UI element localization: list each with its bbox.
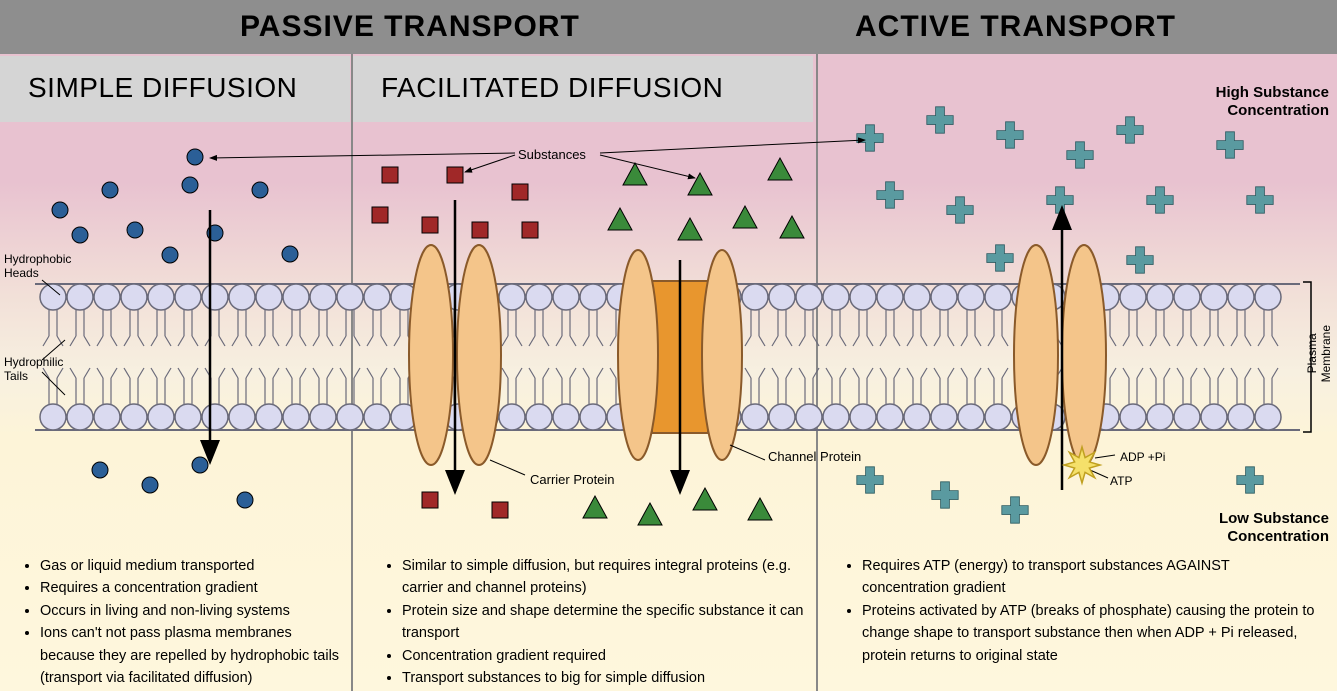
bullet-item: Requires ATP (energy) to transport subst… (862, 555, 1320, 600)
adp-label: ADP +Pi (1120, 450, 1165, 464)
bullet-item: Ions can't not pass plasma membranes bec… (40, 622, 348, 689)
bullets-active: Requires ATP (energy) to transport subst… (840, 555, 1320, 667)
bullets-facilitated: Similar to simple diffusion, but require… (380, 555, 810, 690)
channel-protein-label: Channel Protein (768, 450, 861, 464)
bullet-item: Similar to simple diffusion, but require… (402, 555, 810, 600)
atp-burst (1064, 447, 1100, 483)
bullet-item: Occurs in living and non-living systems (40, 600, 348, 622)
bullet-item: Proteins activated by ATP (breaks of pho… (862, 600, 1320, 667)
bullet-item: Gas or liquid medium transported (40, 555, 348, 577)
atp-label: ATP (1110, 474, 1132, 488)
carrier-protein-label: Carrier Protein (530, 472, 615, 487)
pointer-arrows (42, 140, 1115, 478)
proteins (409, 245, 1106, 465)
brackets (1303, 282, 1311, 432)
bullet-item: Protein size and shape determine the spe… (402, 600, 810, 645)
substances-label: Substances (518, 147, 586, 162)
bullets-simple: Gas or liquid medium transportedRequires… (18, 555, 348, 690)
bullet-item: Transport substances to big for simple d… (402, 667, 810, 689)
bullet-item: Concentration gradient required (402, 645, 810, 667)
bullet-item: Requires a concentration gradient (40, 577, 348, 599)
